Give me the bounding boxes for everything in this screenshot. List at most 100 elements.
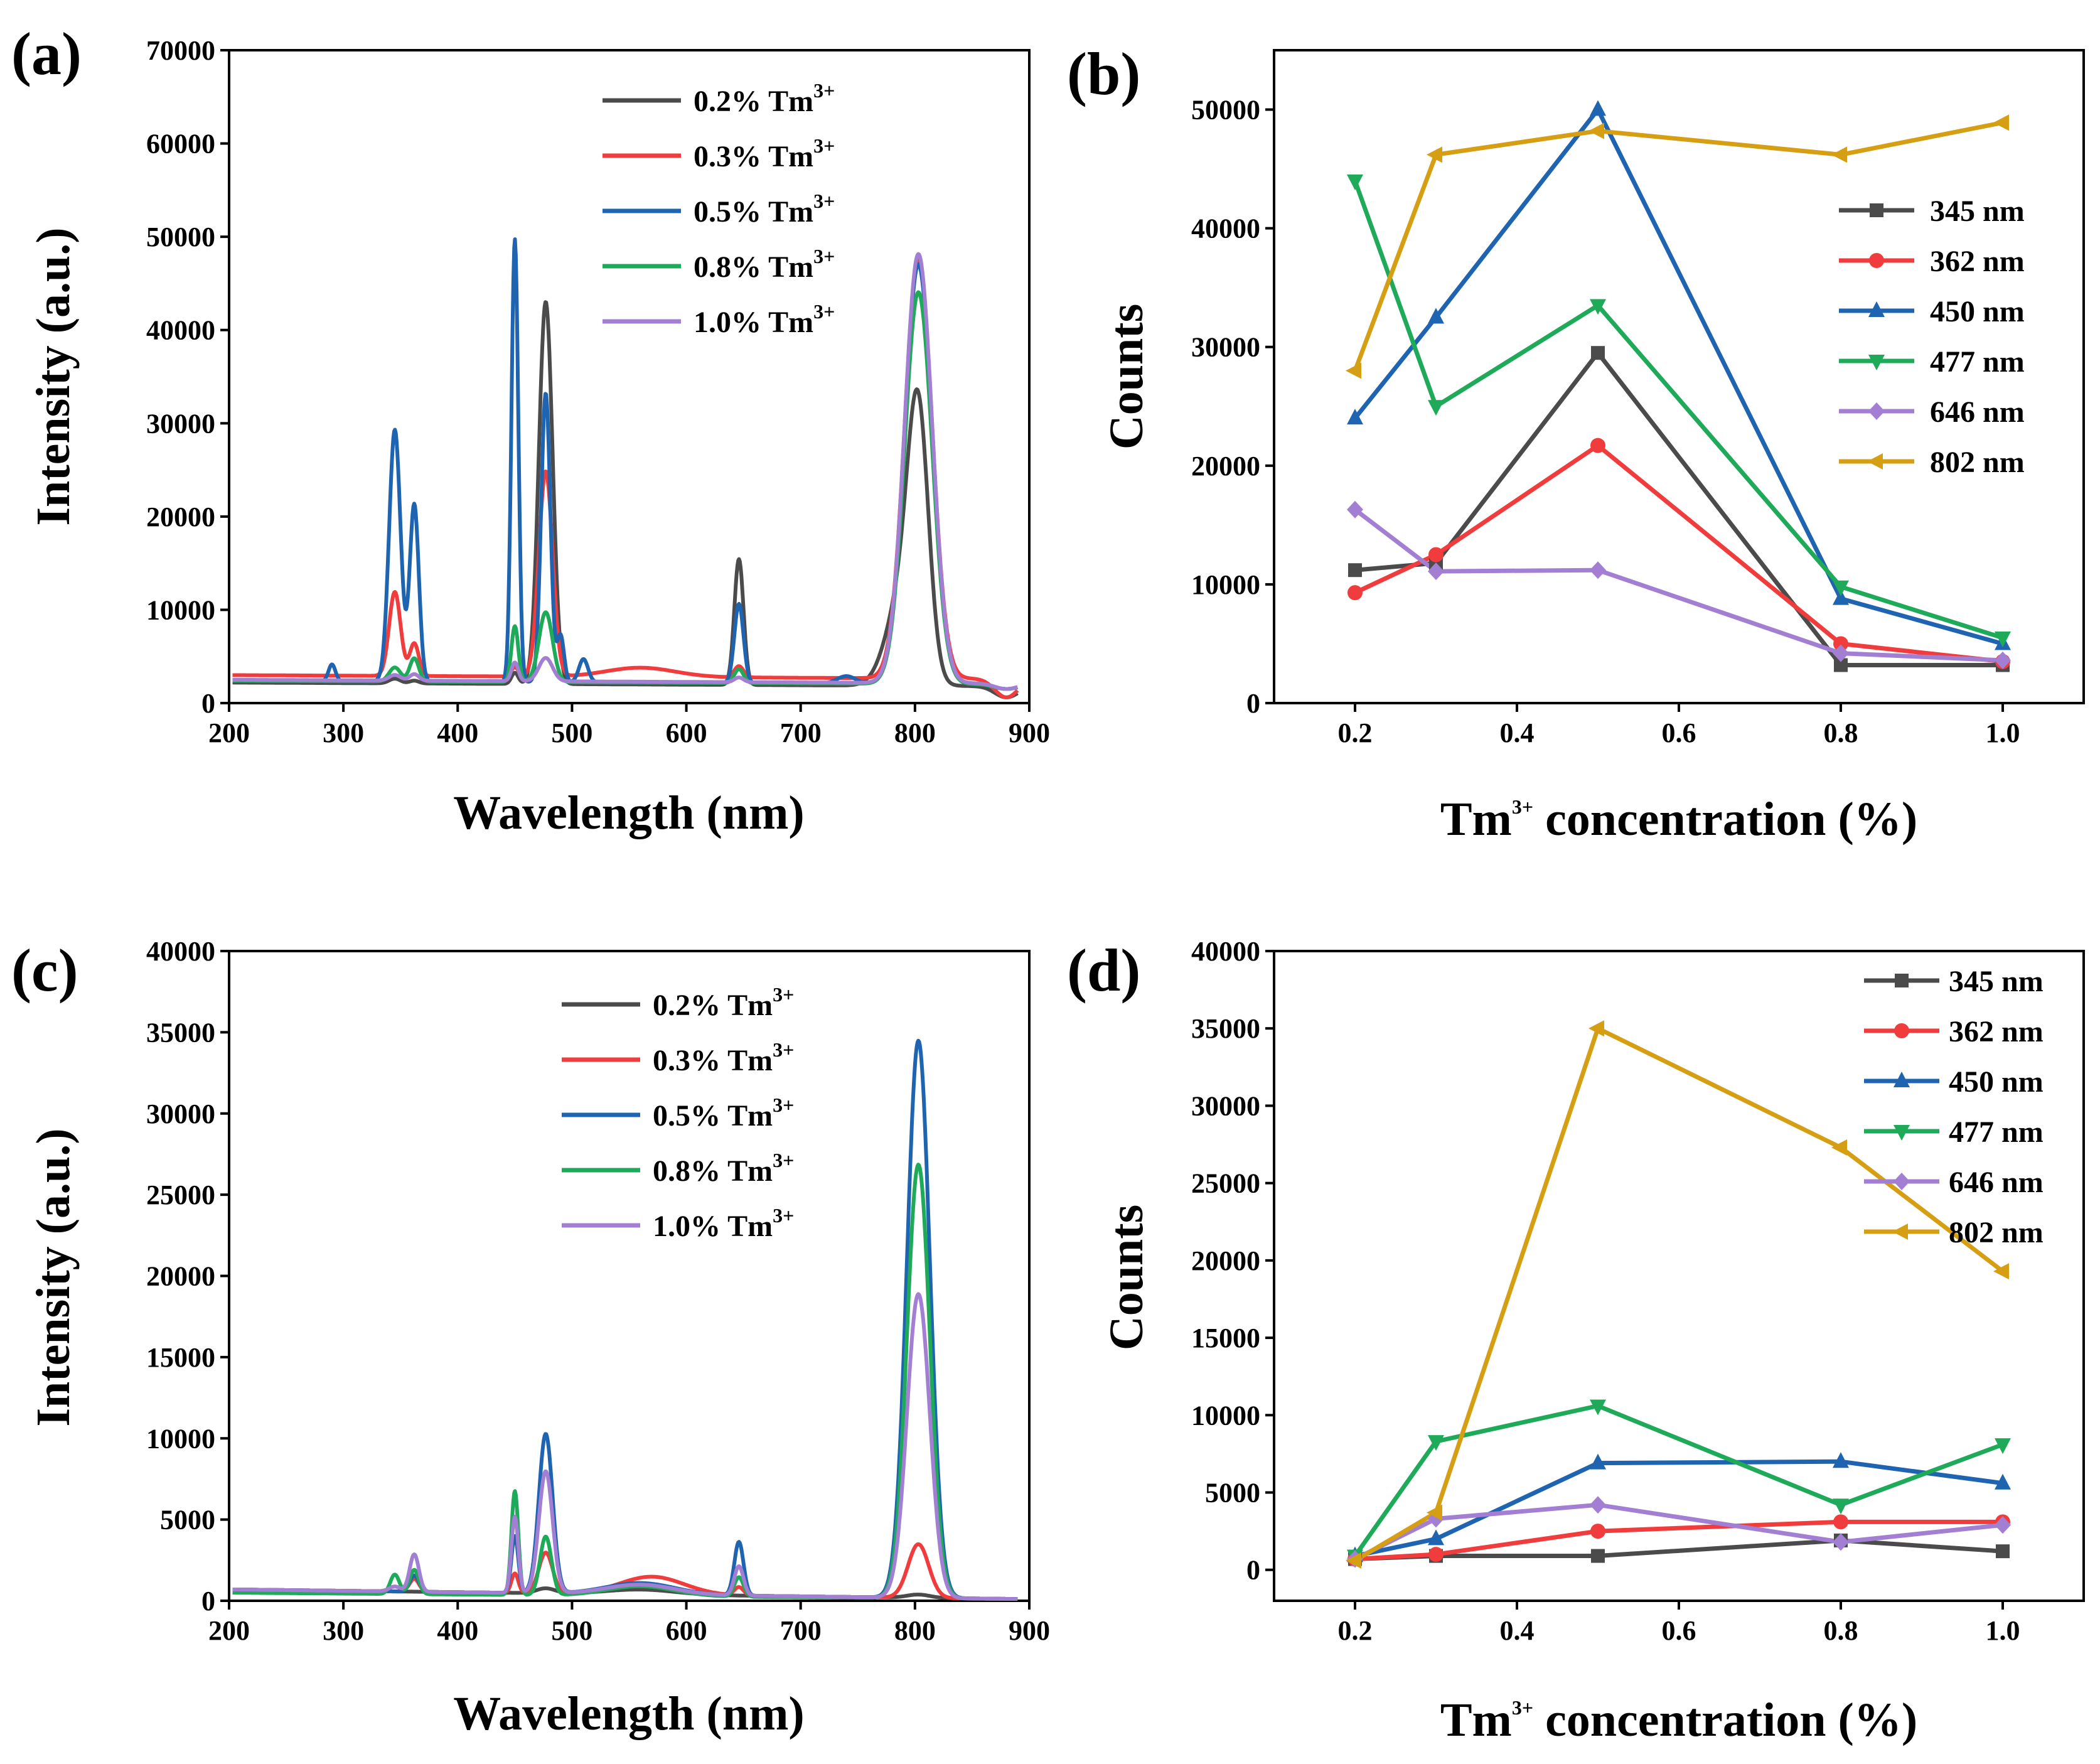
- data-point: [1347, 175, 1363, 190]
- x-tick-label: 800: [894, 1615, 936, 1646]
- legend-label: 0.8% Tm3+: [653, 1149, 794, 1188]
- series-line-5: [1353, 120, 2003, 372]
- legend-label: 362 nm: [1930, 245, 2025, 278]
- data-point: [1834, 658, 1848, 672]
- x-tick-label: 0.4: [1500, 718, 1535, 748]
- data-point: [1996, 1544, 2010, 1559]
- y-tick-label: 15000: [1191, 1323, 1260, 1353]
- legend-marker: [1868, 301, 1885, 317]
- legend-label: 345 nm: [1949, 965, 2044, 998]
- plot-frame: [228, 49, 1031, 704]
- panel-a-letter: (a): [11, 20, 82, 87]
- data-point: [1833, 1514, 1848, 1530]
- y-tick-label: 20000: [146, 1261, 215, 1292]
- legend-label-main: 362 nm: [1930, 245, 2025, 278]
- plot-frame: [1273, 950, 2085, 1602]
- plot-area: [231, 1038, 1019, 1601]
- legend: 0.2% Tm3+0.3% Tm3+0.5% Tm3+0.8% Tm3+1.0%…: [603, 79, 835, 339]
- legend-label: 1.0% Tm3+: [653, 1204, 794, 1243]
- x-tick-label: 300: [323, 718, 364, 748]
- y-tick-label: 0: [201, 1586, 215, 1616]
- spectrum-line-4: [231, 1292, 1019, 1601]
- legend-marker: [1895, 974, 1909, 987]
- x-axis-title: Wavelength (nm): [453, 787, 804, 839]
- data-point: [1428, 547, 1444, 562]
- legend-label-sup: 3+: [813, 245, 835, 267]
- legend-label-main: 0.5% Tm: [694, 195, 813, 229]
- legend: 0.2% Tm3+0.3% Tm3+0.5% Tm3+0.8% Tm3+1.0%…: [562, 983, 794, 1243]
- legend-label: 802 nm: [1930, 446, 2025, 479]
- x-tick-label: 700: [780, 1615, 822, 1646]
- legend: 345 nm 362 nm 450 nm 477 nm 646 nm 802 nm: [1839, 195, 2025, 479]
- data-point: [1590, 1453, 1606, 1470]
- x-tick-label: 0.8: [1824, 1615, 1858, 1646]
- data-point: [1590, 299, 1606, 315]
- x-tick-label: 900: [1009, 718, 1050, 748]
- x-tick-label: 0.4: [1500, 1615, 1535, 1646]
- data-point: [1348, 563, 1362, 578]
- x-tick-label: 600: [666, 718, 707, 748]
- y-tick-label: 35000: [1191, 1013, 1260, 1044]
- legend-label-sup: 3+: [773, 1149, 794, 1171]
- x-tick-label: 400: [437, 718, 478, 748]
- series-line-2: [1354, 1459, 2003, 1558]
- data-point: [1993, 1263, 2009, 1280]
- panel-d-letter: (d): [1067, 937, 1140, 1004]
- data-point: [1428, 562, 1444, 581]
- legend-marker: [1894, 1023, 1909, 1038]
- y-tick-label: 25000: [146, 1180, 215, 1210]
- data-point: [1833, 580, 1849, 596]
- x-tick-label: 900: [1009, 1615, 1050, 1646]
- data-point: [1993, 114, 2009, 131]
- x-tick-label: 400: [437, 1615, 478, 1646]
- data-point: [1831, 146, 1847, 163]
- x-axis-title-main: Tm: [1440, 1694, 1512, 1746]
- legend-label: 0.8% Tm3+: [694, 245, 835, 284]
- data-point: [1347, 585, 1363, 601]
- legend-label-main: 646 nm: [1949, 1166, 2044, 1199]
- legend-label-sup: 3+: [813, 134, 835, 157]
- data-point: [1995, 1438, 2011, 1455]
- data-point: [1590, 1399, 1606, 1416]
- panel-c-spectrum-chart: 200 300 400 500 600 700 800 900 0 5000 10000 15000 2…: [27, 936, 1050, 1740]
- legend-marker: [1867, 453, 1883, 470]
- y-tick-label: 40000: [1191, 936, 1260, 967]
- x-axis-title: Wavelength (nm): [453, 1687, 804, 1740]
- x-axis-title-rest: concentration (%): [1533, 793, 1917, 846]
- x-tick-label: 0.2: [1338, 718, 1373, 748]
- legend-label-sup: 3+: [813, 300, 835, 323]
- y-tick-label: 60000: [146, 129, 215, 159]
- series-line-1: [1354, 1519, 2003, 1561]
- legend-label-main: 0.8% Tm: [694, 250, 813, 284]
- legend-label: 0.5% Tm3+: [694, 190, 835, 229]
- legend-label: 0.3% Tm3+: [653, 1038, 794, 1077]
- y-axis-title: Intensity (a.u.): [27, 227, 80, 525]
- legend-label: 0.5% Tm3+: [653, 1094, 794, 1132]
- legend-label: 450 nm: [1930, 295, 2025, 328]
- panel-a-spectrum-chart: 200 300 400 500 600 700 800 900 0 10000 20000 30000…: [27, 35, 1050, 839]
- y-tick-label: 15000: [146, 1342, 215, 1373]
- legend-label: 0.2% Tm3+: [694, 79, 835, 118]
- y-axis-title: Counts: [1100, 1205, 1153, 1350]
- legend-label-main: 450 nm: [1949, 1065, 2044, 1099]
- y-tick-label: 10000: [1191, 1400, 1260, 1431]
- legend-marker: [1892, 1224, 1908, 1240]
- legend-label: 0.3% Tm3+: [694, 134, 835, 173]
- x-tick-label: 0.6: [1662, 1615, 1696, 1646]
- x-tick-label: 1.0: [1986, 1615, 2020, 1646]
- legend-label-main: 477 nm: [1930, 345, 2025, 379]
- data-point: [1590, 561, 1606, 579]
- panel-d-counts-chart: 0.2 0.4 0.6 0.8 1.0 0 5000 10000 15000 20000 25000…: [1100, 936, 2085, 1746]
- legend-marker: [1869, 253, 1884, 268]
- legend-marker: [1894, 1125, 1910, 1141]
- x-axis-title-main: Tm: [1440, 793, 1512, 846]
- panel-b-letter: (b): [1067, 40, 1140, 107]
- data-point: [1590, 1496, 1606, 1514]
- y-tick-label: 10000: [1191, 569, 1260, 600]
- data-point: [1428, 1547, 1444, 1562]
- legend-marker: [1868, 355, 1885, 370]
- legend-label-main: 345 nm: [1930, 195, 2025, 228]
- legend-label: 477 nm: [1930, 345, 2025, 379]
- legend-label-main: 362 nm: [1949, 1015, 2044, 1048]
- legend-marker: [1868, 402, 1885, 420]
